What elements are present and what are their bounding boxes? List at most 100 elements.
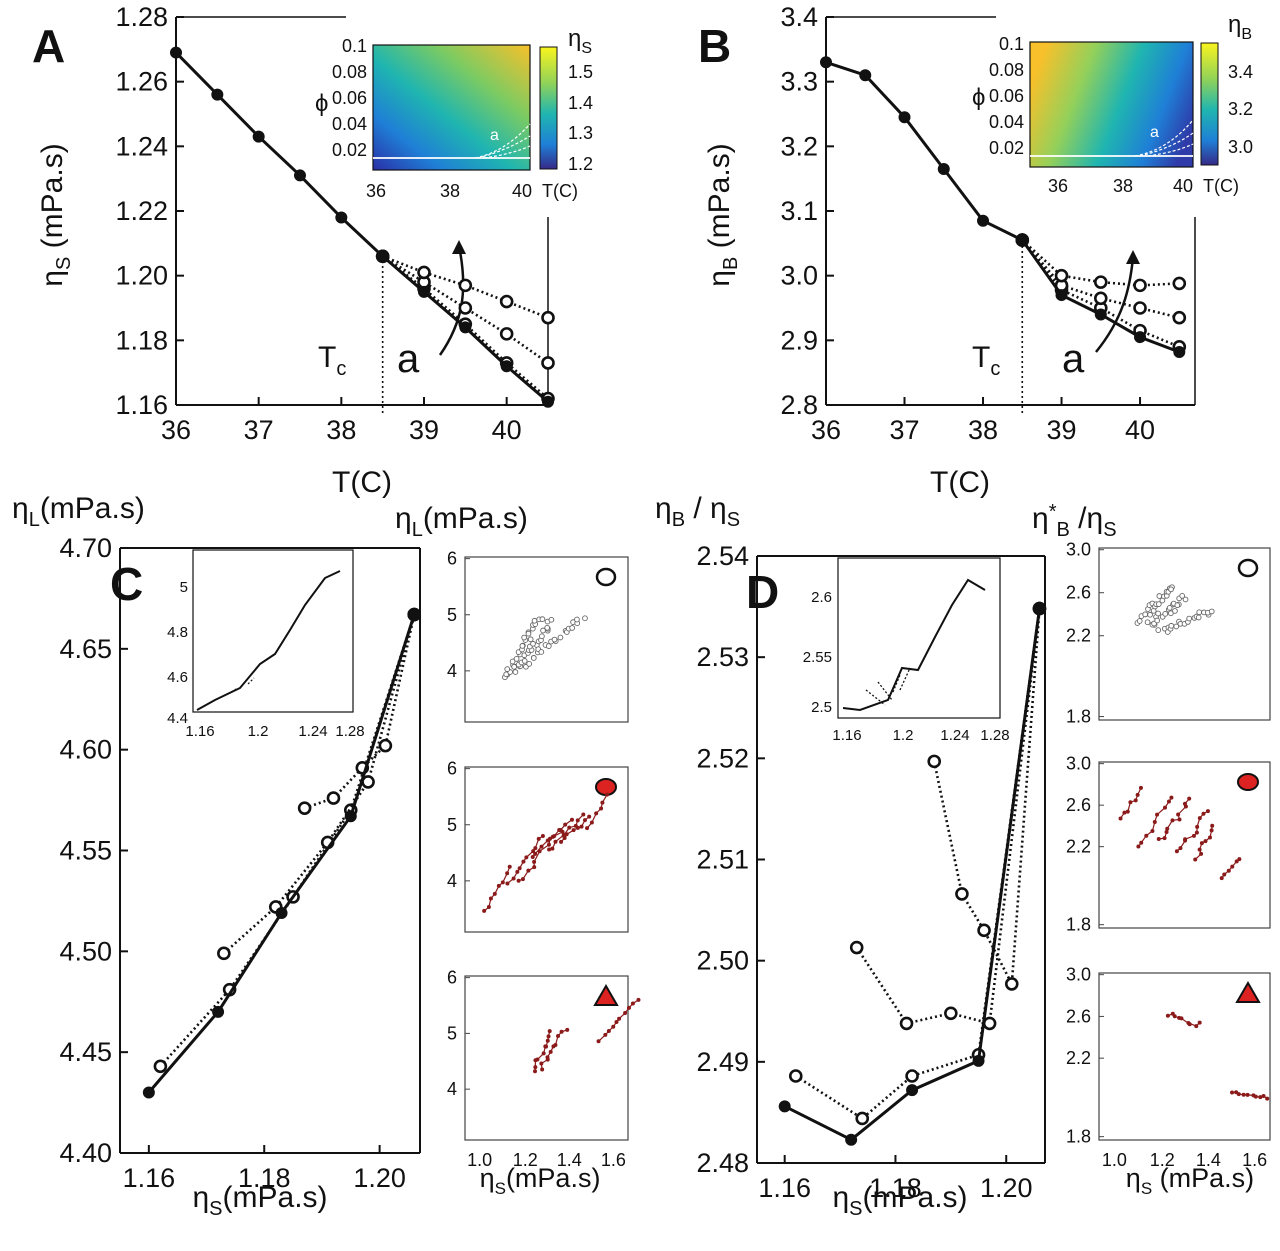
panel-c-side-point: [526, 661, 533, 667]
panel-b-ylabel: ηB (mPa.s): [703, 143, 742, 286]
panel-b-inset-ytick: 0.08: [989, 60, 1024, 80]
panel-d-side-point: [1261, 1094, 1266, 1099]
panel-c-side-point: [482, 908, 487, 913]
panel-c-side-point: [544, 1044, 549, 1049]
panel-d-side-point: [1168, 586, 1174, 593]
panel-a-tc-label: Tc: [318, 341, 346, 380]
panel-b-data-point: [859, 69, 872, 82]
panel-d-side-xtick-label: 1.4: [1196, 1150, 1221, 1170]
panel-b-data-point: [1094, 308, 1107, 321]
panel-c-side-point: [546, 1034, 551, 1039]
panel-d-side-point: [1203, 839, 1208, 844]
panel-d-side-point: [1208, 608, 1215, 615]
panel-d-side-point: [1245, 1092, 1250, 1097]
panel-d-dotted-line: [932, 608, 1041, 989]
panel-d-inset-frame: [837, 557, 1001, 719]
panel-a-open-point: [458, 301, 473, 315]
panel-d-side: η*B /ηS ηS (mPa.s) 3.0 2.6 2.2 1.8 3.0 2.6 2.2…: [1032, 501, 1271, 1198]
panel-a-open-point: [541, 310, 555, 325]
panel-d-inset-curve: [842, 578, 986, 712]
panel-b-inset-ytick: 0.06: [989, 86, 1024, 106]
panel-d-side-point: [1187, 796, 1192, 801]
panel-d-ytick-label: 2.48: [696, 1148, 749, 1178]
panel-d-open-point: [927, 754, 942, 769]
panel-b-inset-ytick: 0.02: [989, 138, 1024, 158]
panel-d-side-point: [1186, 1020, 1191, 1025]
panel-c-side-point: [541, 1051, 546, 1056]
panel-c-ylabel: ηL(mPa.s): [12, 492, 145, 531]
panel-a-inset-xtick: 36: [366, 181, 386, 201]
panel-d-side-point: [1222, 872, 1227, 877]
panel-d-side-xtick-label: 1.2: [1150, 1150, 1175, 1170]
panel-d-side-ytick-label: 1.8: [1066, 1127, 1091, 1147]
panel-d: D ηB / ηS ηS(mPa.s) 2.482.492.502.512.52…: [655, 492, 1271, 1220]
panel-c-side-point: [505, 871, 510, 876]
panel-d-side-point: [1199, 841, 1204, 846]
panel-c-side-series-line: [507, 835, 544, 884]
panel-a-series: [170, 46, 555, 408]
panel-c-side-point: [521, 658, 528, 664]
panel-d-side-point: [1177, 817, 1182, 822]
panel-d-inset-ytick: 2.6: [811, 589, 832, 606]
panel-c-side-point: [517, 866, 522, 871]
panel-c-ytick-label: 4.55: [59, 836, 112, 866]
panel-c-side-point: [558, 827, 563, 832]
panel-d-data-point: [906, 1084, 919, 1097]
panel-c-side-point: [600, 800, 605, 805]
panel-b-inset: a ϕ 0.1 0.08 0.06 0.04 0.02 36 38 40 T(C…: [972, 11, 1253, 196]
panel-b-data-point: [898, 111, 911, 124]
panel-a-inset-xtick: 40: [512, 181, 532, 201]
panel-c-inset-ytick: 4.4: [167, 710, 188, 727]
panel-c-side-ytick-label: 5: [447, 815, 457, 835]
panel-c-side-point: [533, 851, 538, 856]
panel-d-data-point: [1033, 602, 1046, 615]
panel-d-axes: 2.48 2.49 2.50 2.51 2.52 2.53 2.54 1.16 1.18 1.20: [696, 541, 1046, 1203]
panel-d-side-point: [1199, 851, 1204, 856]
panel-d-side-point: [1164, 830, 1169, 835]
panel-c-side-point: [532, 865, 537, 870]
panel-a-ytick-label: 1.18: [115, 325, 168, 355]
panel-d-side-point: [1172, 608, 1178, 614]
panel-d-side-point: [1195, 614, 1202, 621]
panel-c-side-point: [553, 1043, 558, 1048]
panel-a-ytick-label: 1.20: [115, 261, 168, 291]
panel-c-side-point: [533, 1065, 538, 1070]
panel-c-data-point: [344, 810, 357, 823]
panel-b-xtick-label: 39: [1047, 415, 1077, 445]
panel-a-ylabel: ηS (mPa.s): [36, 143, 75, 286]
panel-c-open-point: [378, 738, 393, 753]
panel-c-side-point: [603, 1032, 608, 1037]
panel-d-side-point: [1136, 618, 1143, 624]
panel-c-side-point: [492, 891, 497, 896]
panel-c-side-point: [546, 842, 551, 847]
panel-a-series-line: [174, 51, 549, 403]
panel-d-side-point: [1208, 835, 1213, 840]
panel-c-side-point: [521, 634, 527, 641]
panel-d-side-point: [1166, 799, 1171, 804]
panel-c-side-point: [509, 658, 516, 665]
panel-d-side-point: [1138, 785, 1143, 790]
panel-c-side-series-line: [534, 1030, 551, 1072]
panel-c-side-xtick-label: 1.4: [557, 1150, 582, 1170]
panel-c-side-point: [521, 859, 526, 864]
panel-d-side-xtick-label: 1.6: [1242, 1150, 1267, 1170]
panel-d-side-point: [1155, 812, 1160, 817]
panel-b-xtick-label: 36: [811, 415, 841, 445]
panel-c-ytick-label: 4.70: [59, 533, 112, 563]
panel-c-side-point: [547, 1029, 552, 1034]
panel-c-side-point: [539, 633, 545, 640]
panel-c-side-point: [552, 834, 557, 839]
panel-a-ytick-label: 1.16: [115, 390, 168, 420]
panel-d-side-point: [1201, 811, 1206, 816]
panel-d-side-point: [1162, 610, 1169, 617]
panel-c-xtick-label: 1.16: [123, 1163, 176, 1193]
panel-d-xlabel: ηS(mPa.s): [832, 1181, 967, 1220]
panel-d-side-point: [1194, 830, 1199, 835]
panel-c-side-point: [516, 878, 521, 883]
panel-d-side-point: [1193, 857, 1198, 862]
panel-c-side-ytick-label: 6: [447, 759, 457, 779]
panel-c-side-point: [611, 1024, 616, 1029]
panel-c-dotted-line: [304, 614, 416, 810]
panel-d-ylabel: ηB / ηS: [655, 492, 740, 531]
panel-c-side-point: [547, 847, 552, 852]
